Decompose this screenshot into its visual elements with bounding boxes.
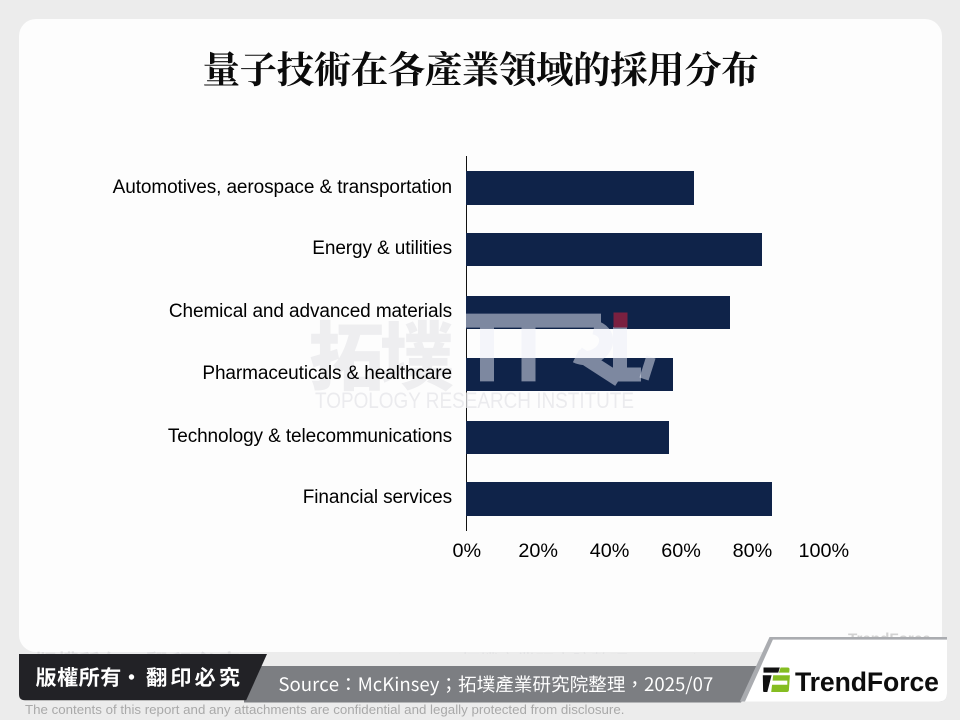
svg-text:TrendForce: TrendForce (795, 667, 939, 697)
svg-text:TOPOLOGY RESEARCH INSTITUTE: TOPOLOGY RESEARCH INSTITUTE (315, 388, 634, 413)
